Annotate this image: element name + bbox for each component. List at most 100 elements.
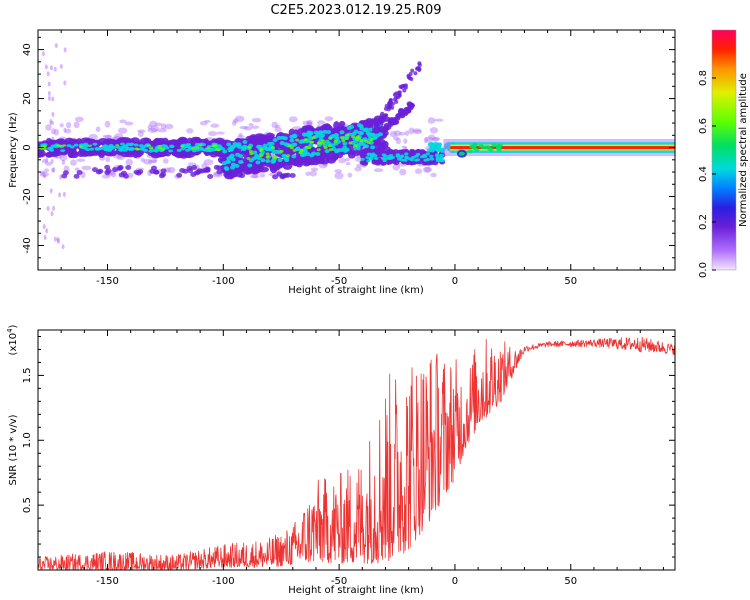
spectrogram-cell <box>125 165 132 171</box>
spectrogram-cell <box>142 148 148 152</box>
spectrogram-frame <box>37 29 676 271</box>
spectrogram-cell <box>374 160 381 166</box>
colorbar-tick-label: 0.2 <box>698 214 709 230</box>
spectrogram-cell <box>328 136 333 140</box>
spectrogram-cell <box>119 146 125 150</box>
spectrogram-cell <box>387 103 392 108</box>
spectrogram-cell <box>403 158 408 162</box>
spectrogram-cell <box>372 128 377 133</box>
spectrogram-cell <box>382 154 388 158</box>
spectrogram-cell <box>345 157 351 162</box>
spectrogram-cell <box>467 149 473 154</box>
spectrogram-y-tick-label: 0 <box>22 144 33 150</box>
spectrogram-cell <box>203 159 214 166</box>
spectrogram-cell <box>395 153 401 157</box>
spectrogram-cell <box>255 160 261 165</box>
spectrogram-cell <box>346 125 352 130</box>
spectrogram-cell <box>52 205 56 211</box>
spectrogram-cell <box>64 137 74 144</box>
snr-x-tick-label: -50 <box>331 576 347 587</box>
snr-y-tick-label: 1.5 <box>22 367 33 383</box>
spectrogram-cell <box>160 168 167 174</box>
spectrogram-cell <box>133 169 140 175</box>
spectrogram-cell <box>58 138 65 143</box>
spectrogram-cell <box>288 116 298 123</box>
spectrogram-cell <box>62 170 69 176</box>
spectrogram-cell <box>216 169 223 175</box>
spectrogram-cell <box>41 51 45 57</box>
spectrogram-cell <box>180 145 185 148</box>
spectrogram-cell <box>222 149 228 154</box>
spectrogram-cell <box>360 142 366 147</box>
spectrogram-cell <box>77 150 85 157</box>
spectrogram-cell <box>408 127 415 135</box>
spectrogram-cell <box>233 118 239 124</box>
spectrogram-cell <box>364 144 370 149</box>
spectrogram-cell <box>118 127 128 134</box>
spectrogram-cell <box>213 144 218 147</box>
spectrogram-y-tick-label: -40 <box>22 237 33 253</box>
spectrogram-cell <box>147 127 158 133</box>
spectrogram-cell <box>76 169 83 175</box>
spectrogram-cell <box>276 171 283 177</box>
spectrogram-x-tick-label: -50 <box>331 276 347 287</box>
spectrogram-cell <box>318 130 324 135</box>
spectrogram-cell <box>415 148 422 154</box>
spectrogram-cell <box>238 132 243 138</box>
spectrogram-cell <box>125 158 133 166</box>
spectrogram-cell <box>251 125 260 129</box>
spectrogram-cell <box>412 128 422 133</box>
spectrogram-cell <box>140 157 146 163</box>
spectrogram-cell <box>272 138 278 143</box>
spectrogram-cell <box>49 118 53 124</box>
spectrogram-cell <box>342 141 348 146</box>
spectrogram-cell <box>42 224 46 230</box>
spectrogram-cell <box>286 154 291 158</box>
spectrogram-cell <box>45 161 52 166</box>
spectrogram-cell <box>259 148 264 152</box>
spectrogram-cell <box>415 66 420 71</box>
spectrogram-cell <box>42 147 47 150</box>
spectrogram-cell <box>422 166 431 173</box>
spectrogram-x-tick-label: -150 <box>96 276 119 287</box>
spectrogram-cell <box>83 144 89 148</box>
spectrogram-cell <box>149 168 156 174</box>
spectrogram-cell <box>382 159 387 163</box>
snr-multiplier-close: ) <box>8 324 19 328</box>
snr-multiplier: (x104) <box>6 324 19 355</box>
colorbar-tick-label: 0.8 <box>698 70 709 86</box>
spectrogram-cell <box>285 172 292 178</box>
spectrogram-cell <box>210 123 220 128</box>
spectrogram-cell <box>289 172 296 178</box>
spectrogram-cell <box>369 138 374 142</box>
spectrogram-cell <box>187 162 197 166</box>
spectrogram-cell <box>271 145 276 149</box>
spectrogram-y-tick-label: -20 <box>22 188 33 204</box>
spectrogram-cell <box>306 119 313 125</box>
spectrogram-cell <box>324 116 334 122</box>
spectrogram-cell <box>242 139 248 144</box>
spectrogram-cell <box>135 151 142 158</box>
spectrogram-cell <box>366 152 371 156</box>
spectrogram-cell <box>308 130 314 135</box>
spectrogram-cell <box>363 127 369 132</box>
spectrogram-cell <box>303 138 308 142</box>
spectrogram-cell <box>243 126 253 131</box>
spectrogram-cell <box>46 71 50 77</box>
spectrogram-cell <box>89 147 95 151</box>
spectrogram-cell <box>105 147 111 151</box>
spectrogram-cell <box>147 144 152 147</box>
spectrogram-cell <box>384 113 389 118</box>
spectrogram-cell <box>434 153 440 157</box>
spectrogram-cell <box>260 150 266 155</box>
spectrogram-cell <box>370 145 376 150</box>
snr-panel: -150 -100 -50 0 50 0.5 1.0 1.5 Height of strai… <box>6 324 676 596</box>
spectrogram-cell <box>265 152 270 156</box>
spectrogram-cell <box>395 137 401 145</box>
spectrogram-cell <box>413 129 423 135</box>
spectrogram-cell <box>372 135 378 140</box>
spectrogram-cell <box>334 136 340 141</box>
spectrogram-cell <box>248 123 254 127</box>
spectrogram-cell <box>143 158 153 165</box>
spectrogram-cell <box>60 149 66 153</box>
